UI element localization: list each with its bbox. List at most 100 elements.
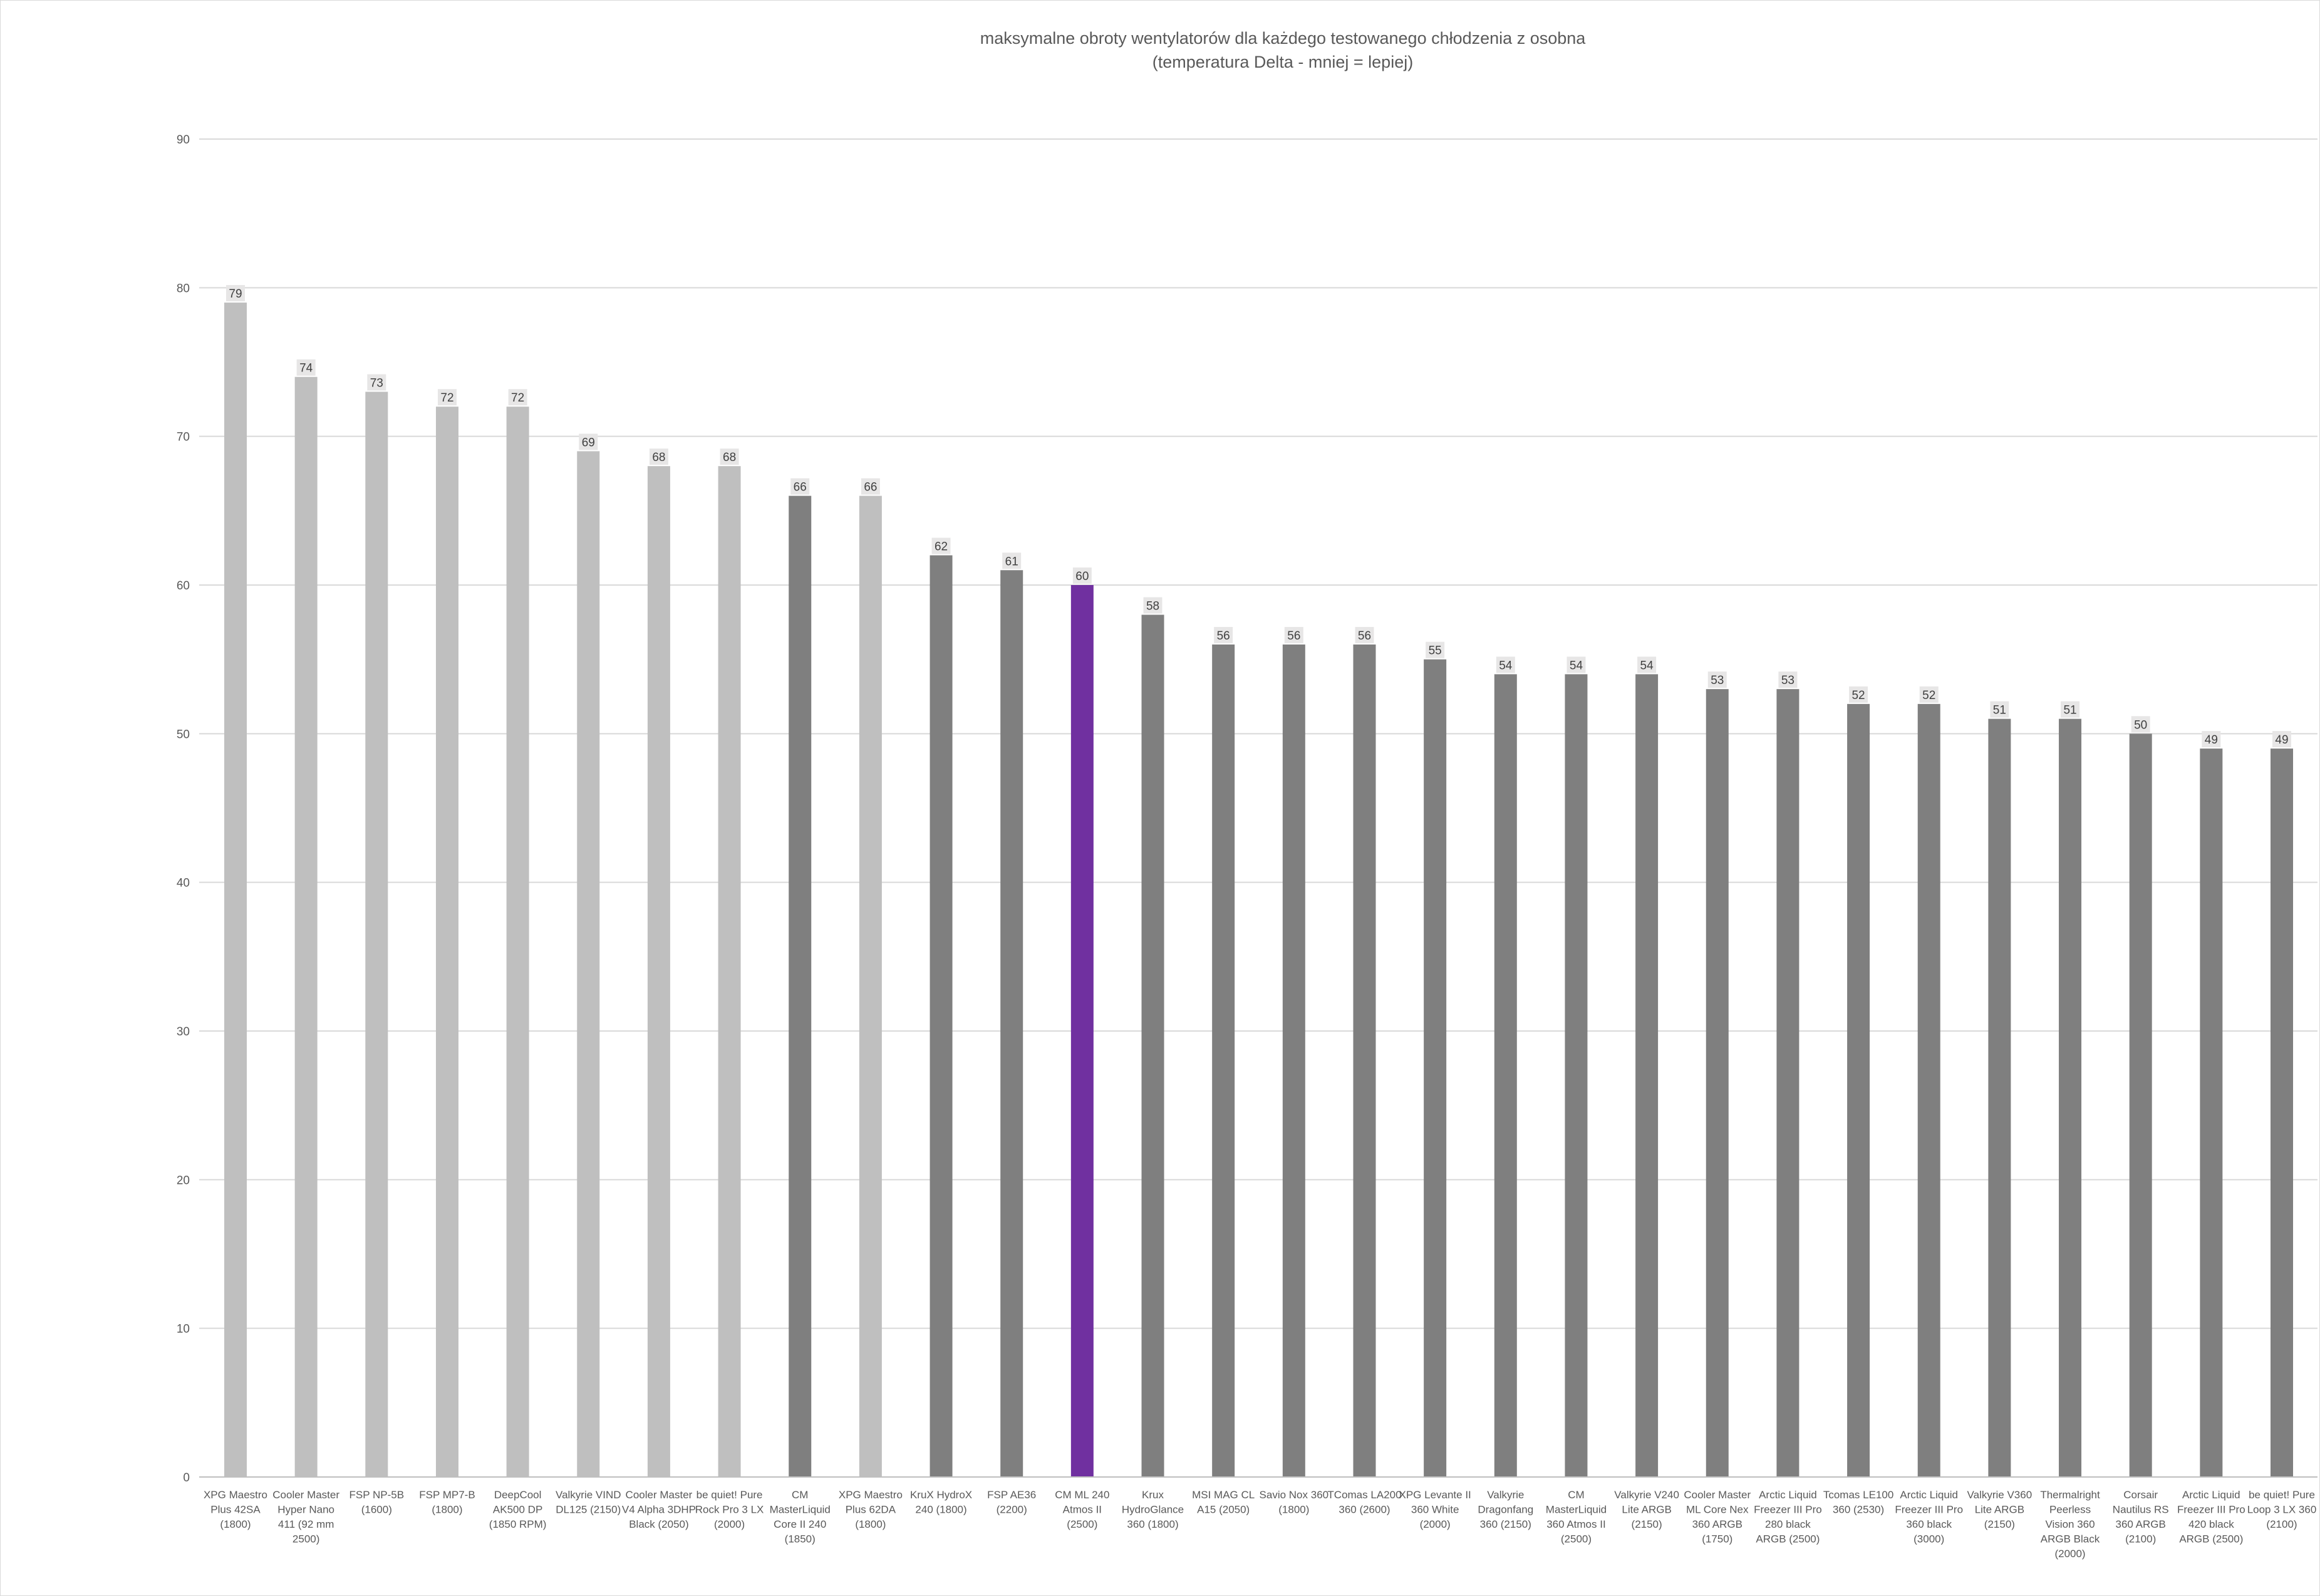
y-tick-label: 10 bbox=[177, 1323, 190, 1336]
x-category-label-line: Tcomas LE100 bbox=[1823, 1489, 1893, 1501]
x-category-label: Cooler Master V4 Alpha 3DHP Black (2050) bbox=[622, 1489, 696, 1530]
data-label: 68 bbox=[652, 451, 665, 464]
bar bbox=[647, 466, 670, 1478]
x-category-label-line: 2500) bbox=[293, 1533, 319, 1545]
data-label-box bbox=[1355, 626, 1374, 643]
bar bbox=[1353, 644, 1376, 1477]
x-category-label: CM MasterLiquid Core II 240 (1850) bbox=[770, 1489, 831, 1545]
data-label: 62 bbox=[935, 541, 948, 554]
x-category-label-line: (2200) bbox=[997, 1504, 1027, 1516]
x-category-label: Thermalright Peerless Vision 360 ARGB Black… bbox=[2040, 1489, 2100, 1560]
x-category-label-line: 360 (2600) bbox=[1339, 1504, 1390, 1516]
data-label-box bbox=[1849, 686, 1868, 703]
y-tick-label: 60 bbox=[177, 579, 190, 593]
data-label-box bbox=[1778, 671, 1798, 688]
y-tick-label: 40 bbox=[177, 877, 190, 890]
data-label: 69 bbox=[582, 436, 595, 449]
bar bbox=[1847, 703, 1870, 1477]
data-label: 49 bbox=[2275, 733, 2288, 747]
bar bbox=[1212, 644, 1235, 1477]
x-category-label: Tcomas LE100 360 (2530) bbox=[1823, 1489, 1893, 1516]
x-category-label-line: Arctic Liquid bbox=[1900, 1489, 1958, 1501]
x-category-label-line: Savio Nox 360 bbox=[1260, 1489, 1329, 1501]
x-category-label: CM MasterLiquid 360 Atmos II (2500) bbox=[1546, 1489, 1607, 1545]
chart-title-block: maksymalne obroty wentylatorów dla każde… bbox=[0, 26, 2320, 74]
x-category-label-line: (2000) bbox=[2054, 1548, 2085, 1560]
x-category-label-line: 360 (2530) bbox=[1833, 1504, 1884, 1516]
x-category-label-line: Hyper Nano bbox=[277, 1504, 334, 1516]
data-label-box bbox=[1919, 686, 1939, 703]
x-category-label-line: ML Core Nex bbox=[1686, 1504, 1749, 1516]
y-tick-label: 80 bbox=[177, 282, 190, 295]
data-label: 58 bbox=[1146, 599, 1159, 613]
x-category-label-line: Atmos II bbox=[1063, 1504, 1102, 1516]
x-category-label-line: (2100) bbox=[2266, 1518, 2297, 1530]
x-category-label: Krux HydroGlance 360 (1800) bbox=[1122, 1489, 1184, 1530]
x-category-label: Cooler Master Hyper Nano 411 (92 mm 2500) bbox=[272, 1489, 339, 1545]
x-category-label-line: (2000) bbox=[714, 1518, 745, 1530]
x-category-label-line: ARGB (2500) bbox=[1756, 1533, 1820, 1545]
x-category-label-line: Freezer III Pro bbox=[2177, 1504, 2245, 1516]
data-label-box bbox=[649, 448, 668, 465]
x-category-label-line: (1850) bbox=[785, 1533, 816, 1545]
data-label: 50 bbox=[2134, 718, 2147, 732]
x-category-label-line: CM bbox=[1568, 1489, 1584, 1501]
y-tick-label: 50 bbox=[177, 728, 190, 741]
bar bbox=[294, 376, 318, 1477]
x-category-label-line: XPG Maestro bbox=[839, 1489, 903, 1501]
x-category-label-line: A15 (2050) bbox=[1197, 1504, 1250, 1516]
data-label: 55 bbox=[1429, 645, 1442, 658]
x-category-label: Valkyrie VIND DL125 (2150) bbox=[556, 1489, 621, 1516]
x-category-label: FSP MP7-B (1800) bbox=[419, 1489, 475, 1516]
data-label-box bbox=[1567, 656, 1586, 673]
bar bbox=[859, 495, 882, 1477]
data-label-box bbox=[1990, 701, 2009, 718]
data-label-box bbox=[2272, 731, 2291, 748]
data-label: 52 bbox=[1922, 689, 1935, 702]
x-category-label: DeepCool AK500 DP (1850 RPM) bbox=[489, 1489, 547, 1530]
bar bbox=[1141, 614, 1164, 1477]
x-category-label-line: V4 Alpha 3DHP bbox=[622, 1504, 696, 1516]
x-category-label-line: 240 (1800) bbox=[915, 1504, 966, 1516]
x-category-label-line: Black (2050) bbox=[629, 1518, 688, 1530]
chart-subtitle: (temperatura Delta - mniej = lepiej) bbox=[1152, 53, 1414, 71]
x-category-label-line: ARGB (2500) bbox=[2179, 1533, 2243, 1545]
bar bbox=[1282, 644, 1305, 1477]
bar bbox=[2059, 718, 2082, 1477]
x-category-label: Corsair Nautilus RS 360 ARGB (2100) bbox=[2113, 1489, 2169, 1545]
bar bbox=[930, 555, 953, 1477]
bar bbox=[789, 495, 812, 1477]
y-tick-label: 90 bbox=[177, 133, 190, 147]
data-label-box bbox=[508, 389, 527, 406]
data-label-box bbox=[2061, 701, 2080, 718]
x-category-label-line: Valkyrie bbox=[1487, 1489, 1524, 1501]
x-category-label-line: (2500) bbox=[1067, 1518, 1097, 1530]
bar bbox=[365, 391, 388, 1477]
x-category-label-line: (1800) bbox=[1278, 1504, 1309, 1516]
data-label-box bbox=[1496, 656, 1515, 673]
data-label-box bbox=[790, 478, 810, 495]
x-category-label-line: Loop 3 LX 360 bbox=[2247, 1504, 2317, 1516]
x-category-label-line: (1750) bbox=[1702, 1533, 1732, 1545]
x-category-label-line: Lite ARGB bbox=[1975, 1504, 2024, 1516]
x-category-label-line: Thermalright bbox=[2040, 1489, 2100, 1501]
data-label-box bbox=[1143, 597, 1163, 614]
x-category-label-line: 280 black bbox=[1765, 1518, 1811, 1530]
data-label-box bbox=[1214, 626, 1233, 643]
data-label: 72 bbox=[511, 391, 524, 405]
data-label-box bbox=[720, 448, 739, 465]
data-label-box bbox=[1707, 671, 1727, 688]
data-label: 54 bbox=[1570, 659, 1583, 672]
x-category-label-line: (1800) bbox=[432, 1504, 462, 1516]
x-category-label-line: 360 White bbox=[1411, 1504, 1459, 1516]
x-category-label: Valkyrie V240 Lite ARGB (2150) bbox=[1614, 1489, 1679, 1530]
x-category-label-line: Krux bbox=[1142, 1489, 1164, 1501]
x-category-label-line: ARGB Black bbox=[2041, 1533, 2100, 1545]
x-category-label-line: (2500) bbox=[1561, 1533, 1592, 1545]
data-label-box bbox=[2131, 716, 2150, 733]
x-category-label: Arctic Liquid Freezer III Pro 420 black ARG… bbox=[2177, 1489, 2245, 1545]
bar bbox=[1565, 674, 1588, 1477]
x-category-label-line: (1600) bbox=[361, 1504, 392, 1516]
data-label-box bbox=[437, 389, 457, 406]
data-label: 52 bbox=[1851, 689, 1865, 702]
